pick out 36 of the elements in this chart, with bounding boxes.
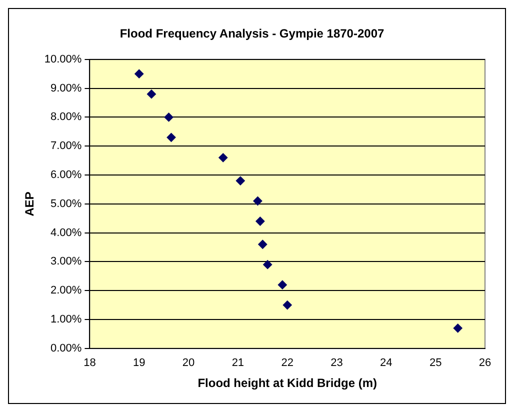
x-tick-label: 22 (281, 357, 294, 370)
x-tick-label: 18 (84, 357, 96, 370)
x-tick-label: 20 (182, 357, 195, 370)
y-tick-label: 4.00% (50, 226, 82, 239)
y-tick-label: 10.00% (44, 53, 82, 66)
y-tick-label: 9.00% (50, 82, 82, 94)
point (166, 132, 176, 142)
point (258, 240, 268, 249)
y-tick-label: 5.00% (50, 198, 82, 210)
y-tick-label: 0.00% (50, 342, 82, 354)
point (218, 153, 228, 162)
y-tick-label: 2.00% (50, 284, 82, 297)
x-tick-label: 24 (380, 357, 392, 370)
x-tick-label: 26 (478, 357, 492, 370)
x-tick-label: 25 (429, 357, 442, 370)
y-tick-label: 8.00% (50, 111, 82, 124)
point (256, 216, 265, 226)
x-tick-label: 19 (132, 357, 146, 370)
chart-title: Flood Frequency Analysis - Gympie 1870-2007 (120, 26, 384, 41)
point (263, 260, 272, 270)
x-tick-label: 23 (330, 357, 343, 370)
y-tick-label: 6.00% (50, 169, 82, 182)
point (282, 300, 292, 310)
point (134, 69, 144, 78)
y-tick-label: 7.00% (50, 140, 82, 152)
point (236, 176, 245, 186)
point (164, 112, 174, 122)
y-axis-title: AEP (22, 192, 37, 216)
x-axis-title: Flood height at Kidd Bridge (m) (198, 376, 378, 390)
point (146, 90, 156, 99)
y-tick-label: 1.00% (50, 314, 82, 326)
point (278, 280, 287, 290)
point (253, 196, 262, 206)
point (453, 324, 462, 333)
x-tick-label: 21 (232, 357, 244, 370)
y-tick-label: 3.00% (50, 256, 82, 268)
